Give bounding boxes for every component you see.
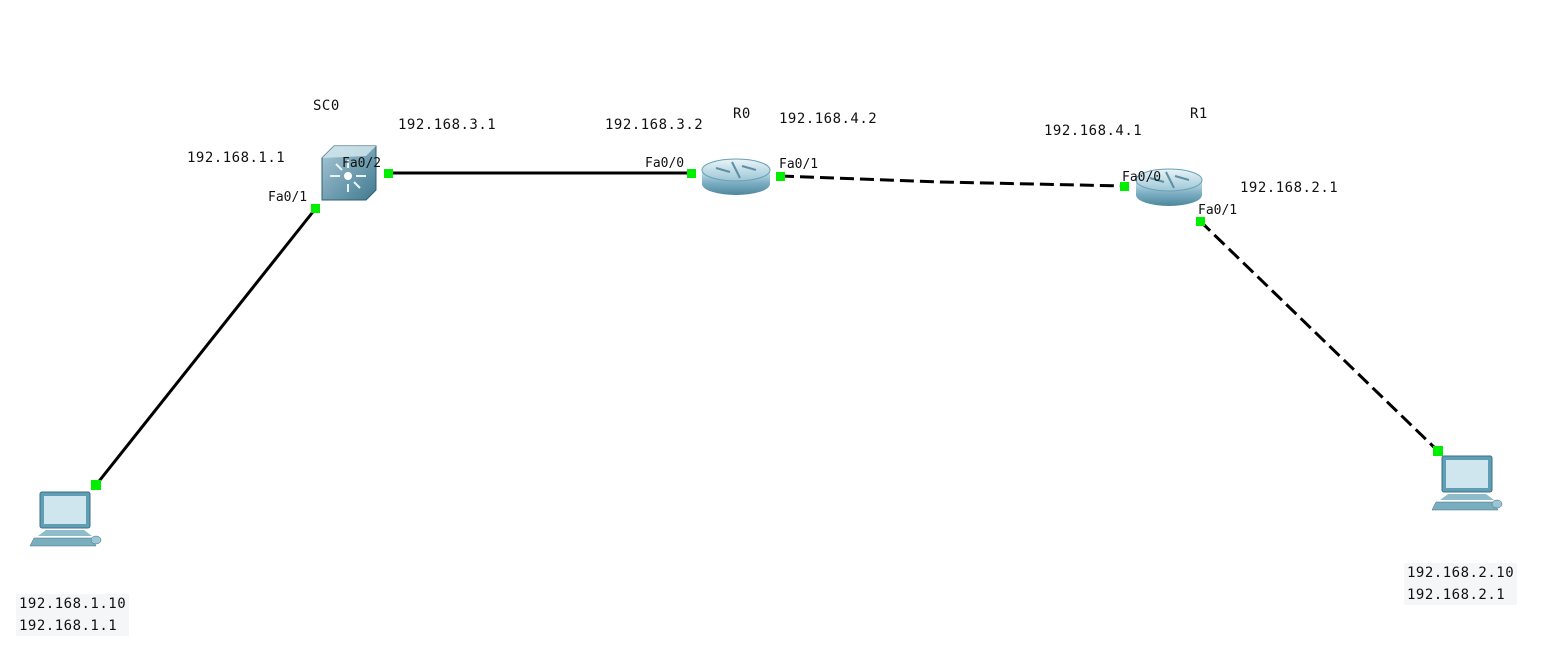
switch-port-fa01-label: Fa0/1 xyxy=(268,190,308,205)
link-light-r0-fa01 xyxy=(776,172,785,181)
pc-right-info: 192.168.2.10 192.168.2.1 xyxy=(1404,563,1518,605)
pc-right-ip: 192.168.2.10 xyxy=(1407,565,1515,581)
link-light-r0-fa00 xyxy=(687,169,696,178)
router-icon[interactable] xyxy=(1135,168,1203,206)
pc-icon[interactable] xyxy=(29,491,102,547)
cable-pc-left-switch[interactable] xyxy=(94,207,318,486)
link-light-switch-fa02 xyxy=(384,169,393,178)
link-light-pc-left xyxy=(91,480,101,490)
r0-left-ip-label: 192.168.3.2 xyxy=(605,117,704,133)
link-light-pc-right xyxy=(1433,446,1443,456)
cable-r0-r1[interactable] xyxy=(779,174,1125,188)
switch-name-label: SC0 xyxy=(313,98,340,114)
link-light-switch-fa01 xyxy=(311,204,320,213)
link-light-r1-fa01 xyxy=(1196,217,1205,226)
cable-r1-pc-right[interactable] xyxy=(1198,219,1440,453)
r1-port-fa01-label: Fa0/1 xyxy=(1198,203,1238,218)
switch-ip-label: 192.168.1.1 xyxy=(187,150,286,166)
pc-icon[interactable] xyxy=(1431,455,1503,511)
switch-port-fa02-label: Fa0/2 xyxy=(342,156,382,171)
pc-left-gateway: 192.168.1.1 xyxy=(19,618,118,634)
r1-name-label: R1 xyxy=(1190,106,1208,122)
r0-port-fa01-label: Fa0/1 xyxy=(779,157,819,172)
r1-port-fa00-label: Fa0/0 xyxy=(1122,170,1162,185)
r0-port-fa00-label: Fa0/0 xyxy=(645,156,685,171)
link-light-r1-fa00 xyxy=(1120,182,1129,191)
r1-left-ip-label: 192.168.4.1 xyxy=(1044,123,1143,139)
r0-name-label: R0 xyxy=(733,106,751,122)
r1-right-ip-label: 192.168.2.1 xyxy=(1240,180,1339,196)
pc-right-gateway: 192.168.2.1 xyxy=(1407,587,1506,603)
pc-left-info: 192.168.1.10 192.168.1.1 xyxy=(16,594,130,636)
pc-left-ip: 192.168.1.10 xyxy=(19,596,127,612)
multilayer-switch-icon[interactable] xyxy=(321,145,377,201)
router-icon[interactable] xyxy=(701,158,771,195)
switch-uplink-ip-label: 192.168.3.1 xyxy=(398,117,497,133)
r0-right-ip-label: 192.168.4.2 xyxy=(779,111,878,127)
